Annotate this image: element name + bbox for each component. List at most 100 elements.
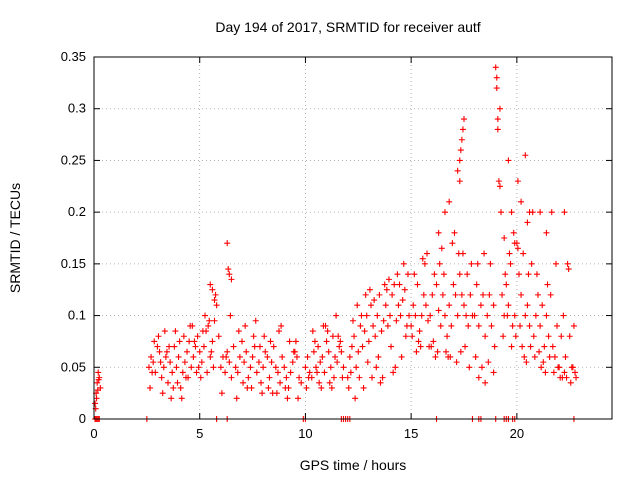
data-point — [93, 395, 100, 402]
data-point — [206, 317, 213, 324]
data-point — [232, 364, 239, 371]
data-point — [211, 317, 218, 324]
data-point — [520, 250, 527, 257]
data-point — [454, 167, 461, 174]
data-point — [302, 364, 309, 371]
data-point — [524, 219, 531, 226]
data-point — [363, 312, 370, 319]
data-point — [247, 364, 254, 371]
data-point — [321, 369, 328, 376]
data-point — [425, 317, 432, 324]
data-point — [373, 364, 380, 371]
data-point — [213, 302, 220, 309]
x-tick-label: 5 — [196, 426, 203, 441]
data-point — [431, 271, 438, 278]
data-point — [339, 374, 346, 381]
data-point — [356, 374, 363, 381]
data-point — [193, 369, 200, 376]
data-point — [255, 359, 262, 366]
data-point — [344, 374, 351, 381]
data-point — [414, 281, 421, 288]
data-point — [318, 384, 325, 391]
data-point — [429, 291, 436, 298]
data-point — [518, 291, 525, 298]
data-point — [445, 353, 452, 360]
data-point — [417, 343, 424, 350]
data-point — [298, 379, 305, 386]
data-point — [316, 379, 323, 386]
x-axis-label: GPS time / hours — [300, 457, 407, 473]
data-point — [92, 400, 99, 407]
data-point — [490, 302, 497, 309]
data-point — [228, 374, 235, 381]
data-point — [402, 333, 409, 340]
data-point — [268, 359, 275, 366]
data-point — [452, 291, 459, 298]
data-point — [392, 364, 399, 371]
data-point — [167, 359, 174, 366]
data-point — [500, 333, 507, 340]
data-point — [346, 353, 353, 360]
data-point — [404, 271, 411, 278]
data-point — [170, 384, 177, 391]
data-point — [530, 333, 537, 340]
data-point — [427, 312, 434, 319]
data-point — [287, 369, 294, 376]
data-point — [510, 229, 517, 236]
data-point — [444, 333, 451, 340]
data-point — [284, 395, 291, 402]
data-point — [272, 364, 279, 371]
data-point — [211, 297, 218, 304]
data-point — [456, 271, 463, 278]
data-point — [454, 312, 461, 319]
data-point — [548, 209, 555, 216]
data-point — [498, 209, 504, 216]
data-point — [526, 322, 533, 329]
data-point — [463, 312, 470, 319]
data-point — [223, 353, 230, 360]
data-point — [540, 359, 547, 366]
data-point — [488, 322, 495, 329]
data-point — [226, 271, 233, 278]
data-point — [320, 322, 327, 329]
data-point — [565, 266, 572, 273]
data-point — [200, 343, 207, 350]
data-point — [311, 338, 318, 345]
data-point — [315, 343, 322, 350]
y-tick-label: 0.05 — [61, 359, 86, 374]
data-point — [283, 374, 290, 381]
data-point — [328, 384, 335, 391]
data-point — [228, 276, 235, 283]
data-point — [478, 364, 485, 371]
data-point — [561, 209, 568, 216]
data-point — [475, 374, 482, 381]
data-point — [506, 250, 513, 257]
data-point — [350, 317, 356, 324]
data-point — [526, 209, 533, 216]
data-point — [461, 116, 467, 123]
data-point — [397, 312, 404, 319]
data-point — [292, 338, 299, 345]
data-point — [259, 390, 266, 397]
data-point — [547, 291, 554, 298]
data-point — [508, 343, 515, 350]
data-point — [265, 384, 272, 391]
data-point — [258, 379, 265, 386]
data-point — [486, 291, 493, 298]
data-point — [333, 312, 340, 319]
data-point — [426, 343, 433, 350]
chart-title: Day 194 of 2017, SRMTID for receiver aut… — [215, 19, 480, 35]
data-point — [401, 286, 408, 293]
data-point — [459, 126, 466, 133]
data-point — [224, 348, 231, 355]
y-tick-label: 0 — [79, 411, 86, 426]
data-point — [354, 302, 361, 309]
data-point — [314, 369, 321, 376]
data-point — [422, 302, 429, 309]
data-point — [239, 338, 245, 345]
data-point — [455, 250, 462, 257]
data-point — [279, 353, 286, 360]
data-point — [207, 353, 214, 360]
data-point — [496, 183, 503, 190]
data-point — [508, 209, 515, 216]
